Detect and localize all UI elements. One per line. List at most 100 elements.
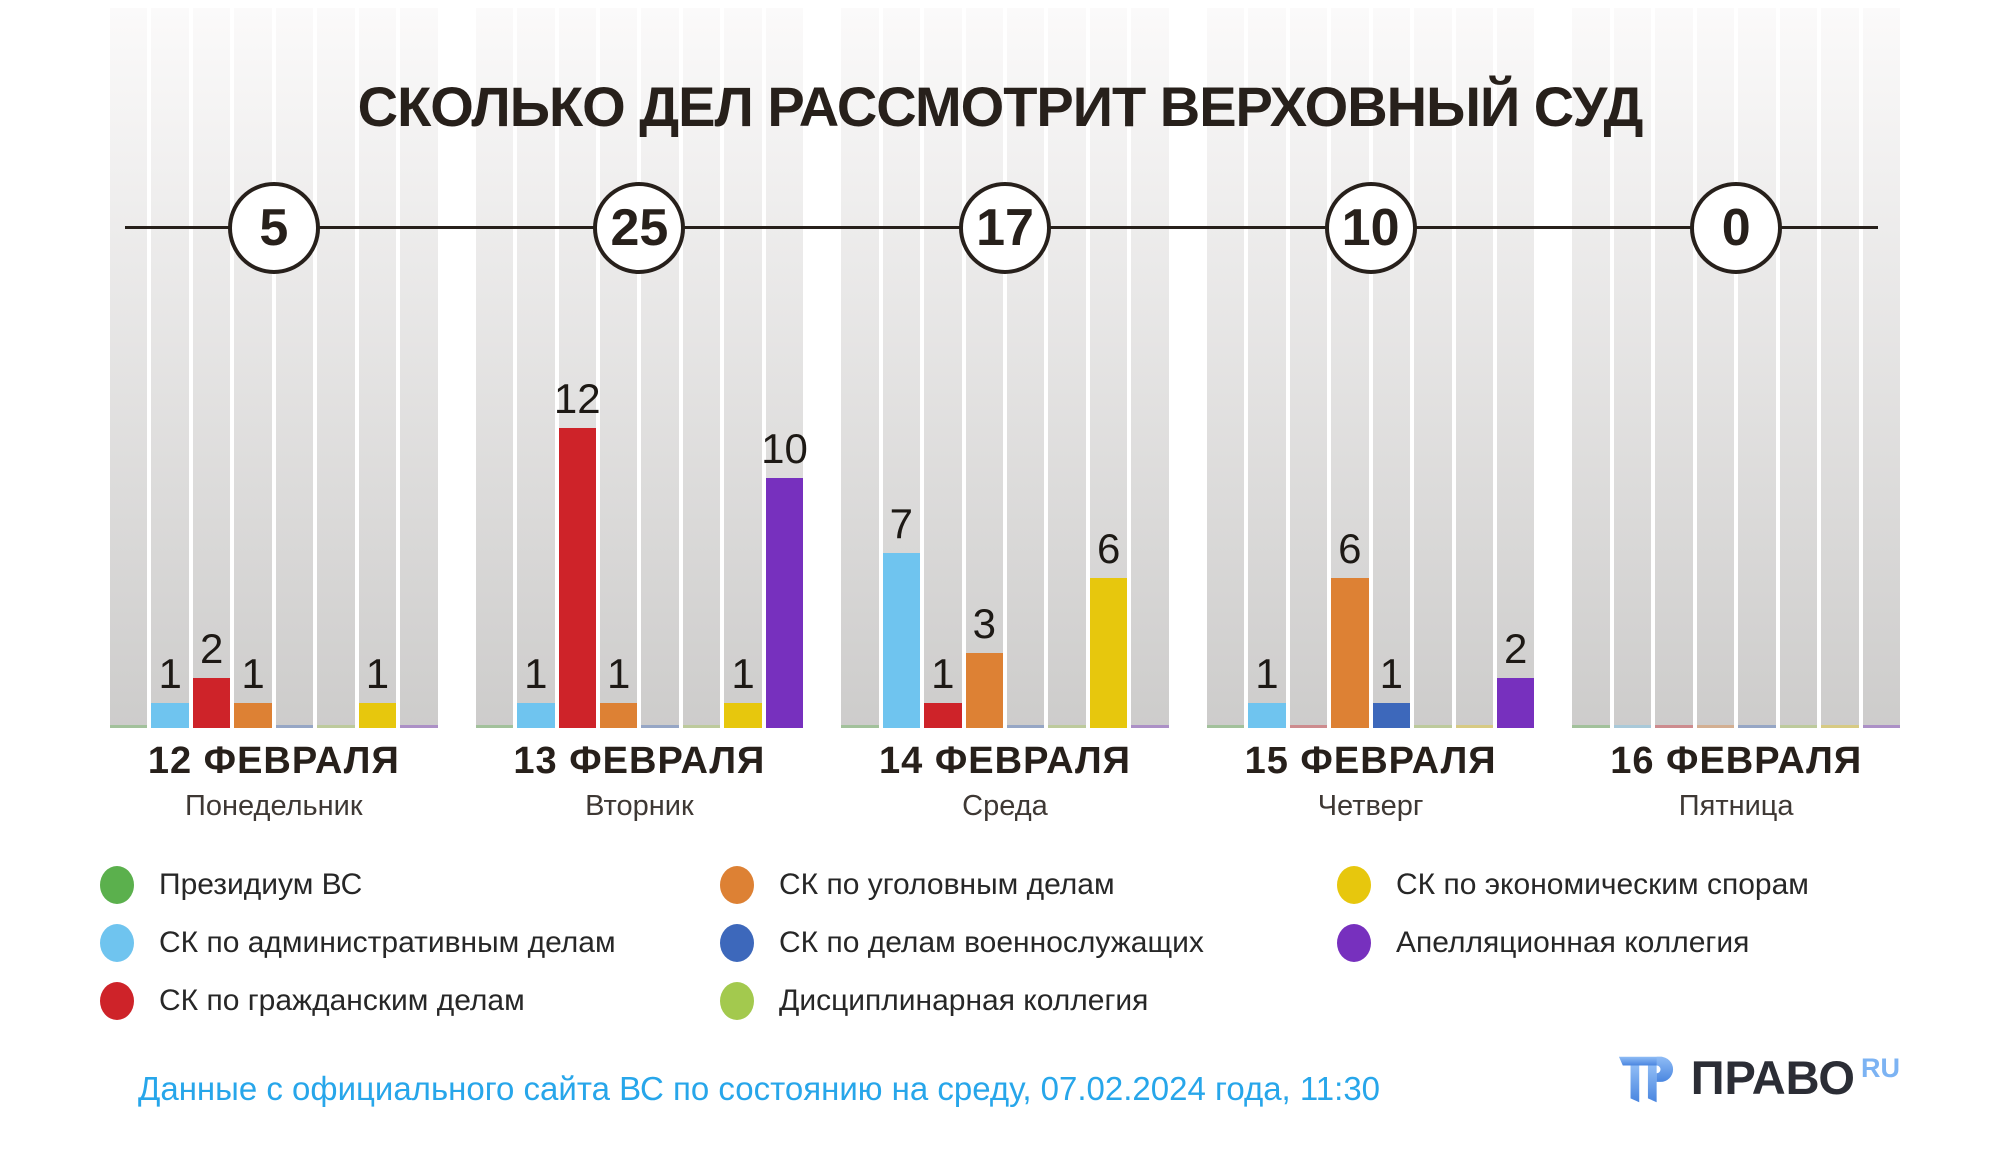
- bar-appellate: [765, 478, 804, 728]
- weekday-label: Вторник: [585, 790, 694, 822]
- daily-total-badge: 17: [958, 182, 1051, 274]
- column-base-tint-civil: [1289, 725, 1328, 728]
- column-disciplinary: [1779, 8, 1818, 728]
- legend-dot-presidium: [100, 866, 134, 904]
- bar-value-label: 1: [931, 650, 955, 697]
- daily-total-cell-3: 17: [841, 182, 1169, 274]
- column-base-tint-administrative: [1613, 725, 1652, 728]
- column-administrative: 1: [517, 8, 555, 728]
- column-disciplinary: [317, 8, 355, 728]
- column-appellate: [400, 8, 438, 728]
- bar-value-label: 1: [158, 650, 182, 697]
- data-source-note: Данные с официального сайта ВС по состоя…: [138, 1070, 1381, 1107]
- legend-dot-economic: [1337, 866, 1371, 904]
- bar-administrative: [882, 553, 921, 728]
- column-appellate: [1862, 8, 1900, 728]
- daily-total-badge: 5: [227, 182, 320, 274]
- legend-label: СК по делам военнослужащих: [779, 926, 1204, 959]
- bar-value-label: 1: [1379, 650, 1403, 697]
- legend-item-criminal: СК по уголовным делам: [720, 866, 1204, 904]
- legend-dot-appellate: [1337, 924, 1371, 962]
- daily-total-cell-4: 10: [1207, 182, 1535, 274]
- legend-label: СК по административным делам: [159, 926, 616, 959]
- column-criminal: 3: [965, 8, 1003, 728]
- column-base-tint-presidium: [1206, 725, 1245, 728]
- column-civil: 1: [924, 8, 962, 728]
- date-labels-row: 12 ФЕВРАЛЯ Понедельник 13 ФЕВРАЛЯ Вторник 14…: [110, 740, 1900, 823]
- legend-column-3: СК по экономическим спорам Апелляционная …: [1337, 866, 1809, 962]
- day-group-2: 1 12 1 1 10: [475, 8, 808, 728]
- column-base-tint-appellate: [400, 725, 438, 728]
- column-base-tint-disciplinary: [1048, 725, 1086, 728]
- logo-text: ПРАВО RU: [1691, 1050, 1900, 1101]
- bar-military: [1372, 703, 1411, 728]
- date-label: 16 ФЕВРАЛЯ: [1610, 740, 1863, 782]
- bar-administrative: [517, 703, 555, 728]
- daily-totals-row: 5 25 17 10 0: [110, 182, 1900, 274]
- bar-value-label: 6: [1096, 525, 1121, 572]
- column-military: [1738, 8, 1776, 728]
- column-military: [1007, 8, 1045, 728]
- bar-value-label: 1: [1255, 650, 1279, 697]
- bar-value-label: 10: [761, 425, 808, 472]
- legend-item-economic: СК по экономическим спорам: [1337, 866, 1809, 904]
- column-presidium: [110, 8, 148, 728]
- bar-administrative: [151, 703, 189, 728]
- legend-column-1: Президиум ВС СК по административным делам…: [100, 866, 616, 1020]
- legend-item-disciplinary: Дисциплинарная коллегия: [720, 982, 1204, 1020]
- column-appellate: [1131, 8, 1169, 728]
- legend-label: СК по гражданским делам: [159, 984, 525, 1017]
- bar-criminal: [599, 703, 638, 728]
- column-civil: 2: [192, 8, 231, 728]
- bar-civil: [192, 678, 231, 728]
- column-military: [275, 8, 314, 728]
- column-base-tint-disciplinary: [1414, 725, 1452, 728]
- column-military: [641, 8, 679, 728]
- bar-criminal: [234, 703, 272, 728]
- legend-dot-criminal: [720, 866, 754, 904]
- bar-value-label: 2: [1503, 625, 1528, 672]
- legend-dot-military: [720, 924, 754, 962]
- column-administrative: 7: [882, 8, 921, 728]
- column-economic: 1: [724, 8, 762, 728]
- column-civil: 12: [554, 8, 601, 728]
- day-label-3: 14 ФЕВРАЛЯ Среда: [841, 740, 1169, 823]
- weekday-label: Среда: [962, 790, 1048, 822]
- column-economic: 6: [1089, 8, 1128, 728]
- legend-label: Дисциплинарная коллегия: [779, 984, 1149, 1017]
- column-base-tint-presidium: [110, 725, 148, 728]
- bar-value-label: 2: [199, 625, 224, 672]
- column-base-tint-economic: [1455, 725, 1493, 728]
- column-presidium: [1572, 8, 1610, 728]
- column-base-tint-civil: [1655, 725, 1693, 728]
- weekday-label: Четверг: [1317, 790, 1424, 822]
- column-administrative: 1: [151, 8, 189, 728]
- column-criminal: 1: [599, 8, 638, 728]
- legend-item-civil: СК по гражданским делам: [100, 982, 616, 1020]
- bar-appellate: [1496, 678, 1535, 728]
- date-label: 14 ФЕВРАЛЯ: [879, 740, 1131, 782]
- daily-total-badge: 10: [1324, 182, 1417, 274]
- bar-value-label: 7: [889, 500, 914, 547]
- bar-value-label: 3: [972, 600, 996, 647]
- column-base-tint-military: [641, 725, 679, 728]
- page-title: СКОЛЬКО ДЕЛ РАССМОТРИТ ВЕРХОВНЫЙ СУД: [357, 75, 1644, 138]
- weekday-label: Понедельник: [185, 790, 363, 822]
- column-presidium: [841, 8, 879, 728]
- bar-criminal: [965, 653, 1003, 728]
- bar-value-label: 1: [731, 650, 755, 697]
- column-administrative: [1613, 8, 1652, 728]
- legend-dot-civil: [100, 982, 134, 1020]
- bar-economic: [358, 703, 397, 728]
- column-presidium: [475, 8, 514, 728]
- daily-total-cell-2: 25: [476, 182, 804, 274]
- column-base-tint-presidium: [841, 725, 879, 728]
- column-base-tint-criminal: [1696, 725, 1735, 728]
- legend-label: Президиум ВС: [159, 868, 363, 901]
- bar-administrative: [1248, 703, 1286, 728]
- daily-total-badge: 25: [593, 182, 686, 274]
- day-label-5: 16 ФЕВРАЛЯ Пятница: [1572, 740, 1900, 823]
